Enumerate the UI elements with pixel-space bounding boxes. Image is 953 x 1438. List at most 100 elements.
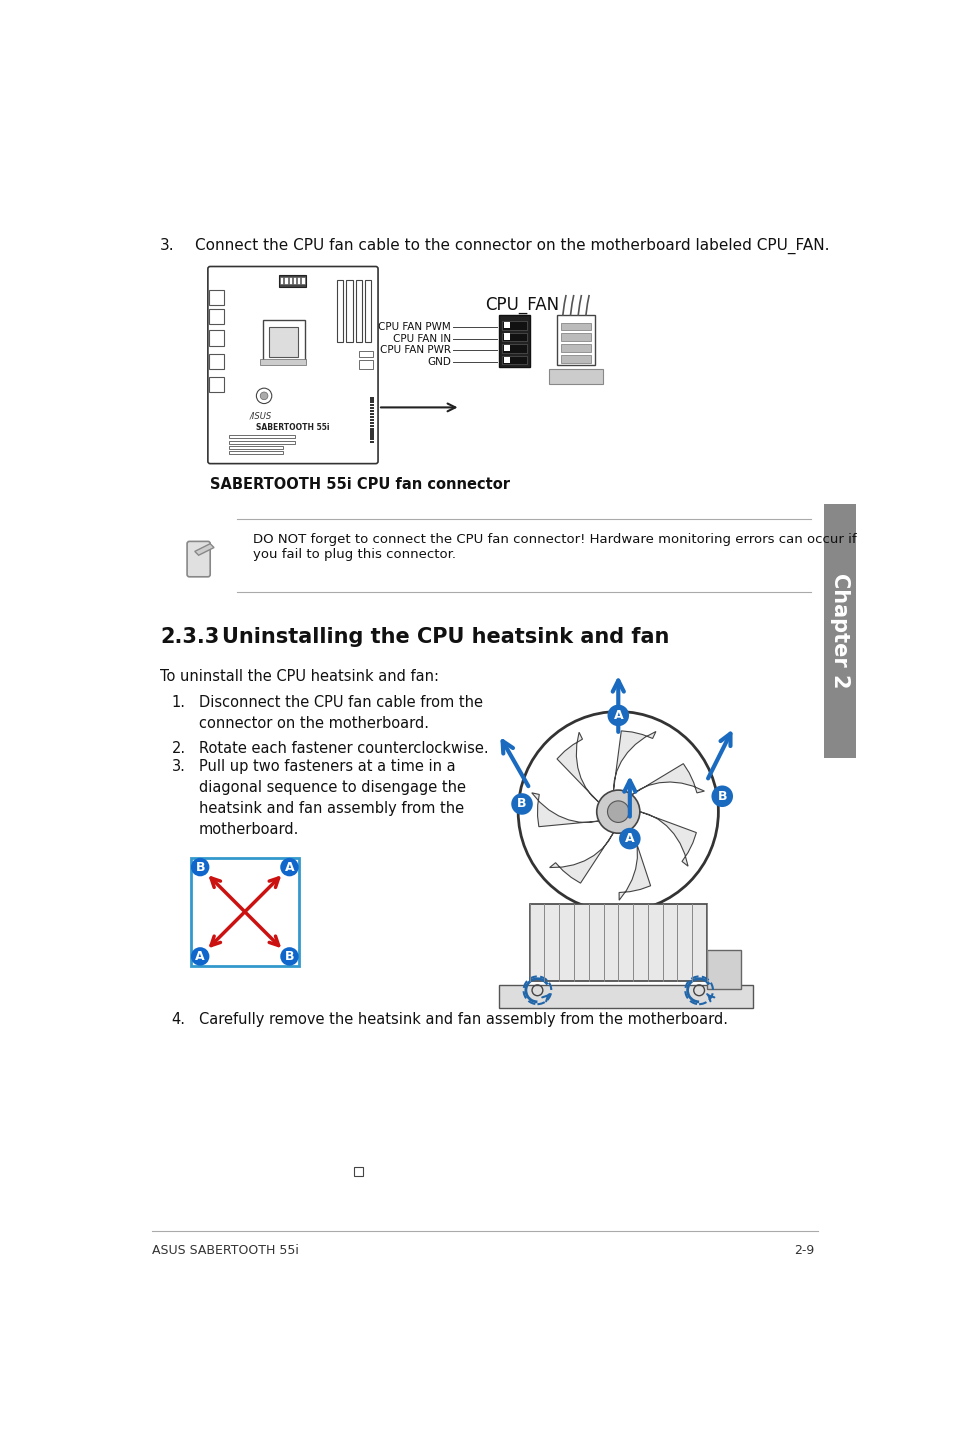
Text: 4.: 4.: [172, 1012, 186, 1027]
Bar: [355, 280, 361, 342]
Text: B: B: [717, 789, 726, 802]
FancyBboxPatch shape: [208, 266, 377, 463]
Bar: [503, 345, 509, 351]
Text: 3.: 3.: [160, 239, 174, 253]
Text: CPU_FAN: CPU_FAN: [484, 296, 558, 313]
Circle shape: [596, 789, 639, 833]
Text: SABERTOOTH 55i CPU fan connector: SABERTOOTH 55i CPU fan connector: [210, 477, 510, 492]
Bar: [369, 431, 374, 434]
Polygon shape: [618, 828, 650, 900]
Circle shape: [607, 801, 628, 823]
Bar: [260, 360, 306, 365]
FancyBboxPatch shape: [191, 858, 298, 966]
Bar: [209, 309, 224, 324]
Bar: [369, 429, 374, 430]
Bar: [289, 276, 292, 285]
Text: A: A: [195, 951, 205, 963]
Bar: [284, 276, 287, 285]
Bar: [280, 276, 283, 285]
Text: 3.: 3.: [172, 759, 186, 774]
Circle shape: [517, 712, 718, 912]
Text: Uninstalling the CPU heatsink and fan: Uninstalling the CPU heatsink and fan: [221, 627, 668, 647]
Text: B: B: [284, 951, 294, 963]
Bar: [557, 315, 595, 365]
Bar: [358, 351, 373, 358]
Circle shape: [260, 393, 268, 400]
Text: CPU FAN PWR: CPU FAN PWR: [380, 345, 451, 355]
Bar: [301, 276, 304, 285]
Bar: [229, 436, 294, 439]
Bar: [354, 1166, 363, 1176]
Bar: [369, 437, 374, 440]
Bar: [209, 377, 224, 393]
Text: 2-9: 2-9: [794, 1244, 814, 1257]
Bar: [229, 440, 294, 443]
Bar: [369, 400, 374, 403]
Bar: [501, 344, 526, 352]
Bar: [706, 951, 740, 989]
Text: 2.3.3: 2.3.3: [160, 627, 219, 647]
Bar: [498, 985, 752, 1008]
Circle shape: [607, 705, 628, 726]
Circle shape: [280, 858, 298, 876]
Bar: [369, 416, 374, 418]
Text: B: B: [517, 798, 526, 811]
Text: Rotate each fastener counterclockwise.: Rotate each fastener counterclockwise.: [198, 741, 488, 756]
Polygon shape: [631, 764, 703, 795]
Text: SABERTOOTH 55i: SABERTOOTH 55i: [255, 423, 329, 431]
Text: Carefully remove the heatsink and fan assembly from the motherboard.: Carefully remove the heatsink and fan as…: [198, 1012, 727, 1027]
Bar: [209, 354, 224, 370]
Bar: [548, 370, 602, 384]
Bar: [369, 426, 374, 427]
Text: you fail to plug this connector.: you fail to plug this connector.: [253, 548, 456, 561]
Text: 1.: 1.: [172, 695, 186, 709]
Bar: [369, 404, 374, 406]
Text: A: A: [613, 709, 622, 722]
Bar: [823, 503, 856, 758]
Text: Disconnect the CPU fan cable from the
connector on the motherboard.: Disconnect the CPU fan cable from the co…: [198, 695, 482, 731]
Bar: [501, 321, 526, 329]
Text: CPU FAN IN: CPU FAN IN: [393, 334, 451, 344]
Bar: [369, 407, 374, 408]
Text: CPU FAN PWM: CPU FAN PWM: [378, 322, 451, 332]
Bar: [498, 315, 529, 367]
Text: A: A: [284, 860, 294, 874]
Text: GND: GND: [427, 357, 451, 367]
Bar: [369, 397, 374, 400]
Bar: [501, 332, 526, 341]
Bar: [365, 280, 371, 342]
Bar: [369, 440, 374, 443]
Text: ASUS SABERTOOTH 55i: ASUS SABERTOOTH 55i: [152, 1244, 299, 1257]
Text: Chapter 2: Chapter 2: [829, 572, 849, 689]
Text: To uninstall the CPU heatsink and fan:: To uninstall the CPU heatsink and fan:: [160, 669, 438, 684]
Text: DO NOT forget to connect the CPU fan connector! Hardware monitoring errors can o: DO NOT forget to connect the CPU fan con…: [253, 533, 855, 546]
Text: Pull up two fasteners at a time in a
diagonal sequence to disengage the
heatsink: Pull up two fasteners at a time in a dia…: [198, 759, 465, 837]
Polygon shape: [549, 833, 613, 883]
Bar: [346, 280, 353, 342]
Circle shape: [618, 828, 640, 850]
Circle shape: [191, 858, 210, 876]
Bar: [293, 276, 295, 285]
Bar: [503, 334, 509, 339]
Text: 2.: 2.: [172, 741, 186, 756]
Bar: [297, 276, 300, 285]
Polygon shape: [639, 811, 696, 866]
Bar: [503, 322, 509, 328]
Circle shape: [280, 948, 298, 966]
Bar: [209, 331, 224, 345]
Text: A: A: [624, 833, 634, 846]
Polygon shape: [194, 544, 213, 555]
Bar: [560, 355, 590, 362]
Bar: [369, 421, 374, 424]
Circle shape: [191, 948, 210, 966]
Bar: [560, 344, 590, 352]
Text: Connect the CPU fan cable to the connector on the motherboard labeled CPU_FAN.: Connect the CPU fan cable to the connect…: [194, 239, 828, 255]
Bar: [369, 410, 374, 413]
Bar: [262, 321, 305, 362]
Bar: [503, 357, 509, 362]
Bar: [209, 289, 224, 305]
Bar: [278, 275, 306, 286]
Bar: [529, 905, 706, 981]
Text: B: B: [195, 860, 205, 874]
Bar: [560, 322, 590, 331]
